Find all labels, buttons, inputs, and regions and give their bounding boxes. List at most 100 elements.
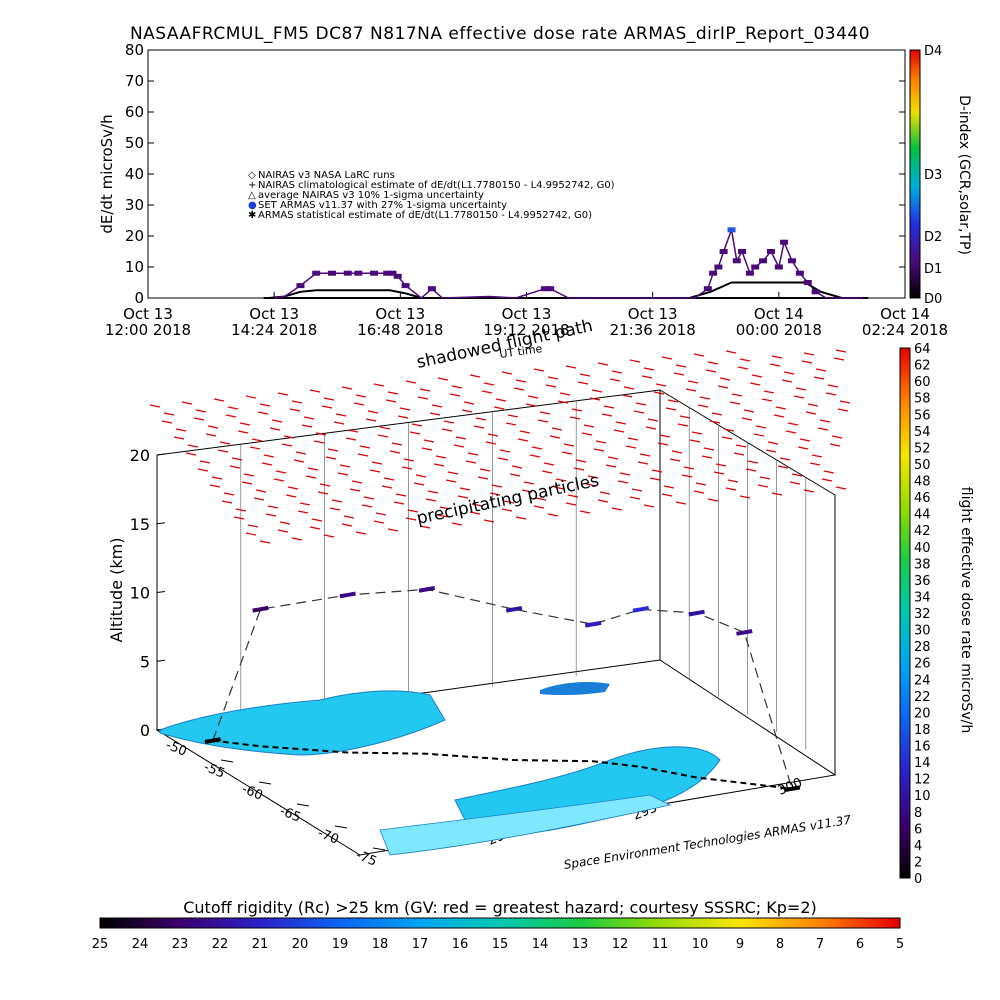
dose-colorbar [899, 347, 911, 879]
precip-mark [629, 496, 641, 500]
precip-mark [443, 420, 455, 424]
precip-mark [525, 403, 537, 407]
precip-mark [777, 465, 789, 469]
precip-mark [771, 492, 783, 496]
precip-mark [511, 465, 523, 469]
rigidity-colorbar: 25 24 23 22 21 20 19 18 17 16 15 14 13 12 11 10 9 8 7 6 5 [92, 917, 904, 950]
precip-mark [579, 373, 591, 377]
x-tick-label-date: Oct 13 [375, 305, 425, 323]
precip-mark [723, 428, 735, 432]
precip-mark [707, 498, 719, 502]
precip-mark [163, 412, 175, 416]
legend-entry: ARMAS statistical estimate of dE/dt(L1.7… [258, 210, 592, 221]
precip-mark [507, 414, 519, 418]
z-tick-mark [156, 591, 166, 593]
precip-mark [711, 412, 723, 416]
terrain-ice-shelf [379, 794, 672, 856]
precip-mark [543, 462, 555, 466]
precip-mark [795, 387, 807, 391]
precip-mark [385, 399, 397, 403]
x-tick-label-time: 00:00 2018 [736, 321, 822, 339]
precip-mark [259, 540, 271, 544]
precip-mark [371, 461, 383, 465]
precip-mark [719, 377, 731, 381]
dose-marker [811, 289, 820, 295]
precip-mark [675, 501, 687, 505]
precip-mark [353, 402, 365, 406]
precip-mark [403, 458, 415, 462]
precip-mark [453, 444, 465, 448]
precip-mark [457, 495, 469, 499]
precip-mark [235, 508, 247, 512]
precip-mark [517, 438, 529, 442]
precip-mark [661, 356, 673, 360]
rigidity-tick: 21 [252, 937, 269, 950]
rigidity-tick: 24 [132, 937, 149, 950]
rigidity-tick: 17 [412, 937, 429, 950]
dose-colorbar-tick: 2 [914, 855, 922, 870]
precip-mark [669, 458, 681, 462]
precip-mark [529, 454, 541, 458]
precip-mark [205, 433, 217, 437]
legend-entry: NAIRAS climatological estimate of dE/dt(… [258, 180, 615, 191]
dose-marker [727, 227, 736, 233]
precip-mark [467, 452, 479, 456]
dose-rate-marker [252, 605, 269, 613]
precip-mark [363, 496, 375, 500]
precip-mark [501, 371, 513, 375]
precip-mark [387, 528, 399, 532]
dose-colorbar-tick: 22 [914, 690, 931, 705]
precip-mark [577, 381, 589, 385]
precip-mark [347, 429, 359, 433]
precip-mark [149, 404, 161, 408]
precip-mark [389, 450, 401, 454]
precip-mark [625, 445, 637, 449]
precip-mark [393, 501, 405, 505]
precip-mark [715, 463, 727, 467]
precip-mark [513, 387, 525, 391]
precip-mark [437, 514, 449, 518]
precip-mark [319, 483, 331, 487]
rigidity-tick: 14 [532, 937, 549, 950]
precip-mark [499, 449, 511, 453]
dose-colorbar-tick: 14 [914, 756, 931, 771]
precip-mark [613, 429, 625, 433]
precip-mark [225, 414, 237, 418]
dose-colorbar-tick: 58 [914, 392, 931, 407]
precip-mark [591, 389, 603, 393]
precip-mark [659, 434, 671, 438]
precip-mark [239, 422, 251, 426]
lat-tick-mark [372, 847, 386, 851]
d-index-tick: D4 [924, 44, 942, 59]
shadowed-flight-path [212, 739, 793, 790]
rigidity-tick: 5 [896, 937, 904, 950]
precip-mark [405, 380, 417, 384]
lat-tick-mark [334, 825, 348, 829]
precip-mark [725, 350, 737, 354]
precip-mark [523, 481, 535, 485]
dose-marker [780, 239, 789, 245]
precip-mark [633, 410, 645, 414]
precip-mark [809, 462, 821, 466]
legend-entry: average NAIRAS v3 10% 1-sigma uncertaint… [258, 190, 484, 201]
precip-mark [383, 477, 395, 481]
precip-mark [615, 421, 627, 425]
precip-mark [469, 511, 481, 515]
precip-mark [531, 446, 543, 450]
precip-mark [233, 516, 245, 520]
precip-mark [473, 425, 485, 429]
precip-mark [423, 439, 435, 443]
precip-mark [583, 424, 595, 428]
precip-mark [607, 456, 619, 460]
precip-mark [631, 488, 643, 492]
precip-mark [409, 431, 421, 435]
legend-symbol: ◇ [248, 170, 256, 181]
precip-mark [567, 494, 579, 498]
legend-entry: NAIRAS v3 NASA LaRC runs [258, 170, 395, 181]
precip-mark [279, 521, 291, 525]
precip-mark [629, 359, 641, 363]
precip-mark [449, 393, 461, 397]
precip-mark [581, 432, 593, 436]
precip-mark [765, 449, 777, 453]
z-tick-label: 0 [140, 721, 150, 740]
